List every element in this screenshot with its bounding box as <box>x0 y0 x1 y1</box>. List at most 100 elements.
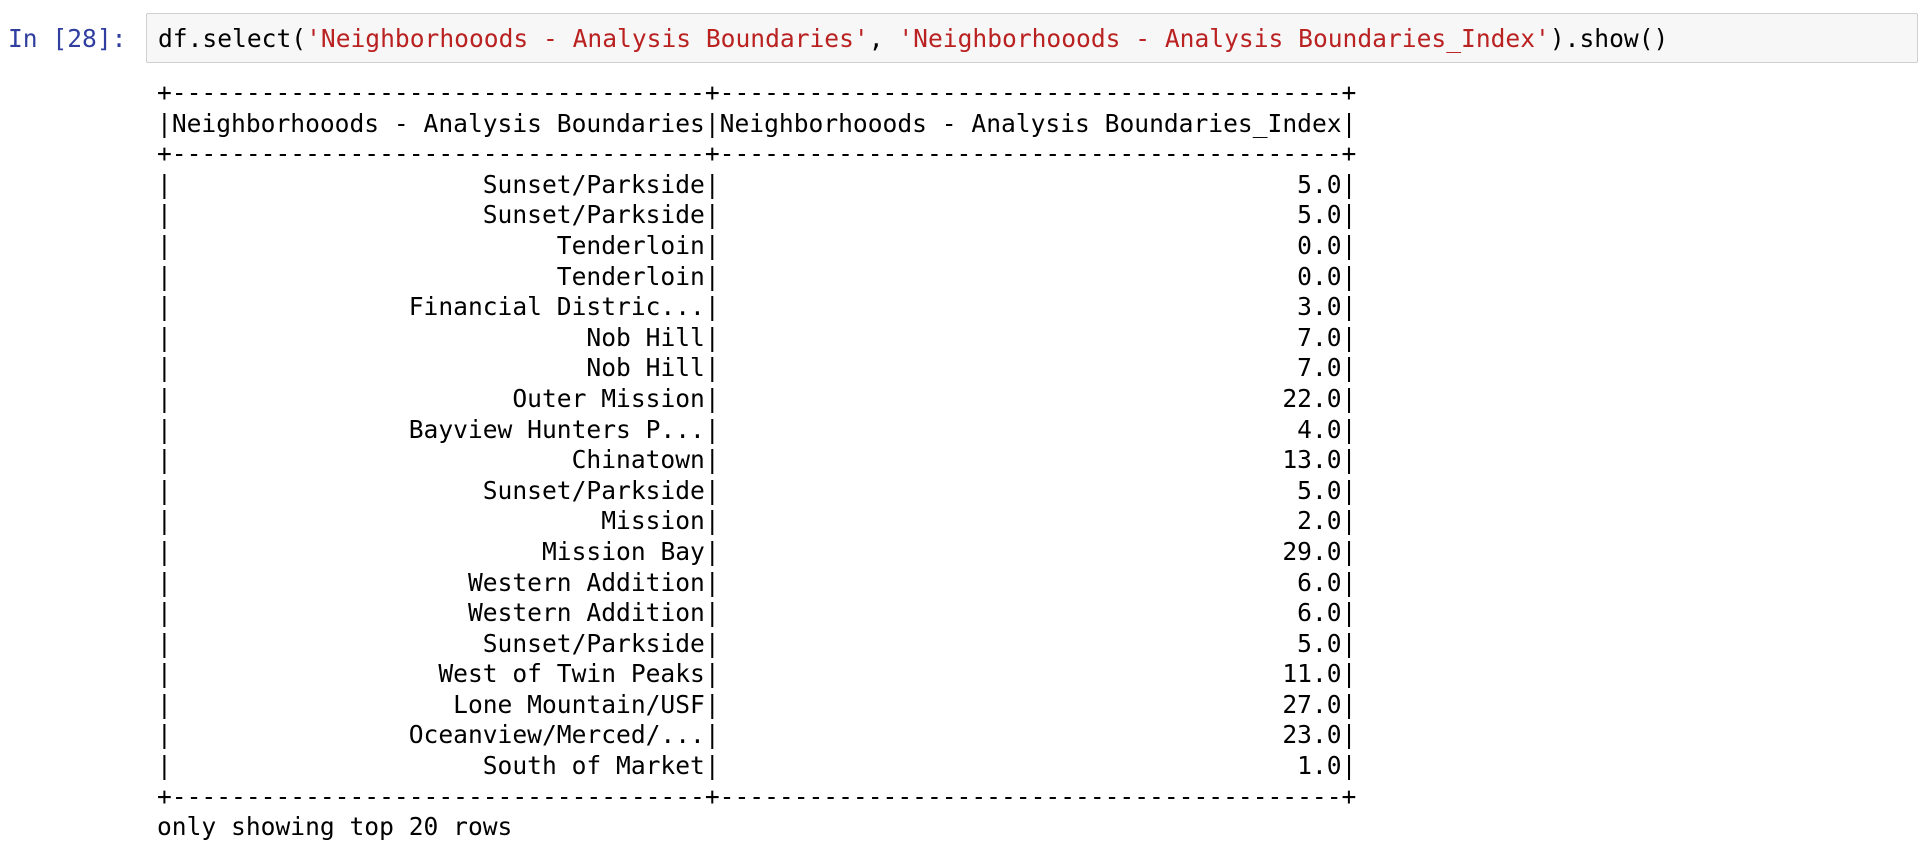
table-cell-index: 5.0 <box>1297 475 1342 505</box>
table-border-header: +------------------------------------+--… <box>157 139 1357 169</box>
table-cell-neighborhood: Financial Distric... <box>408 292 705 322</box>
table-pipe: | <box>1341 659 1357 689</box>
table-cell-index: 6.0 <box>1297 598 1342 628</box>
table-cell-neighborhood: Nob Hill <box>586 353 705 383</box>
code-string-arg-1: 'Neighborhooods - Analysis Boundaries' <box>306 24 869 53</box>
table-row: | Tenderloin| 0.0| <box>157 231 1356 262</box>
table-cell-neighborhood: Western Addition <box>467 567 705 597</box>
table-cell-index: 11.0 <box>1282 659 1342 689</box>
table-border-top: +------------------------------------+--… <box>157 78 1357 107</box>
table-pipe: | <box>704 628 1298 658</box>
table-pipe: | <box>1341 292 1357 322</box>
table-row: | Sunset/Parkside| 5.0| <box>157 170 1356 201</box>
table-pipe: | <box>704 659 1283 689</box>
table-pipe: | <box>704 353 1298 383</box>
table-pipe: | <box>1341 108 1357 138</box>
table-pipe: | <box>704 169 1298 199</box>
table-pipe: | <box>1341 169 1357 199</box>
code-separator: , <box>868 24 899 53</box>
table-pipe: | <box>704 445 1283 475</box>
table-pipe: | <box>157 200 483 230</box>
table-pipe: | <box>157 414 409 444</box>
column-header: Neighborhooods - Analysis Boundaries_Ind… <box>719 108 1342 138</box>
table-cell-neighborhood: Sunset/Parkside <box>482 200 705 230</box>
table-cell-neighborhood: Sunset/Parkside <box>482 475 705 505</box>
table-pipe: | <box>157 506 602 536</box>
table-row: | Oceanview/Merced/...| 23.0| <box>157 720 1356 751</box>
table-pipe: | <box>1341 322 1357 352</box>
table-cell-neighborhood: Mission <box>601 506 705 536</box>
table-pipe: | <box>157 169 483 199</box>
table-cell-neighborhood: Bayview Hunters P... <box>408 414 705 444</box>
table-cell-index: 29.0 <box>1282 536 1342 566</box>
table-pipe: | <box>1341 475 1357 505</box>
table-cell-index: 5.0 <box>1297 628 1342 658</box>
table-pipe: | <box>157 659 439 689</box>
table-header: |Neighborhooods - Analysis Boundaries|Ne… <box>157 109 1356 140</box>
table-row: | Sunset/Parkside| 5.0| <box>157 200 1356 231</box>
table-pipe: | <box>704 598 1298 628</box>
table-pipe: | <box>704 506 1298 536</box>
table-pipe: | <box>1341 414 1357 444</box>
table-cell-index: 5.0 <box>1297 169 1342 199</box>
table-row: | South of Market| 1.0| <box>157 751 1356 782</box>
table-pipe: | <box>1341 353 1357 383</box>
table-pipe: | <box>157 751 483 781</box>
code-call: df.select( <box>158 24 307 53</box>
code-line[interactable]: df.select('Neighborhooods - Analysis Bou… <box>158 24 1668 54</box>
table-pipe: | <box>1341 598 1357 628</box>
table-cell-index: 6.0 <box>1297 567 1342 597</box>
cell-prompt: In [28]: <box>8 24 127 53</box>
table-pipe: | <box>704 751 1298 781</box>
table-pipe: | <box>704 230 1298 260</box>
table-cell-index: 22.0 <box>1282 383 1342 413</box>
table-cell-neighborhood: Mission Bay <box>541 536 705 566</box>
table-pipe: | <box>157 475 483 505</box>
table-pipe: | <box>157 689 454 719</box>
table-row: | Western Addition| 6.0| <box>157 598 1356 629</box>
table-row: | Sunset/Parkside| 5.0| <box>157 629 1356 660</box>
table-cell-index: 0.0 <box>1297 261 1342 291</box>
table-pipe: | <box>157 230 557 260</box>
table-cell-index: 1.0 <box>1297 751 1342 781</box>
table-cell-index: 27.0 <box>1282 689 1342 719</box>
table-cell-index: 2.0 <box>1297 506 1342 536</box>
table-cell-neighborhood: West of Twin Peaks <box>438 659 705 689</box>
table-pipe: | <box>704 108 720 138</box>
table-pipe: | <box>704 261 1298 291</box>
table-cell-index: 4.0 <box>1297 414 1342 444</box>
table-cell-index: 0.0 <box>1297 230 1342 260</box>
table-pipe: | <box>704 689 1283 719</box>
table-row: | Tenderloin| 0.0| <box>157 262 1356 293</box>
table-pipe: | <box>704 536 1283 566</box>
table-pipe: | <box>157 598 468 628</box>
table-pipe: | <box>1341 383 1357 413</box>
table-pipe: | <box>157 445 572 475</box>
table-pipe: | <box>704 720 1283 750</box>
table-pipe: | <box>157 322 587 352</box>
table-pipe: | <box>157 628 483 658</box>
table-pipe: | <box>157 720 409 750</box>
table-pipe: | <box>704 292 1298 322</box>
table-row: | Sunset/Parkside| 5.0| <box>157 476 1356 507</box>
table-row: | Financial Distric...| 3.0| <box>157 292 1356 323</box>
output-footer: only showing top 20 rows <box>157 812 513 842</box>
code-input-area[interactable]: df.select('Neighborhooods - Analysis Bou… <box>146 13 1918 63</box>
table-row: | Nob Hill| 7.0| <box>157 323 1356 354</box>
table-pipe: | <box>1341 689 1357 719</box>
table-pipe: | <box>704 475 1298 505</box>
table-row: | Bayview Hunters P...| 4.0| <box>157 415 1356 446</box>
table-row: | Nob Hill| 7.0| <box>157 353 1356 384</box>
table-cell-index: 7.0 <box>1297 353 1342 383</box>
table-pipe: | <box>704 567 1298 597</box>
column-header: Neighborhooods - Analysis Boundaries <box>171 108 705 138</box>
table-row: | Chinatown| 13.0| <box>157 445 1356 476</box>
table-cell-neighborhood: Nob Hill <box>586 322 705 352</box>
table-row: | Mission| 2.0| <box>157 506 1356 537</box>
table-cell-neighborhood: South of Market <box>482 751 705 781</box>
table-cell-neighborhood: Sunset/Parkside <box>482 169 705 199</box>
table-pipe: | <box>1341 628 1357 658</box>
table-pipe: | <box>704 414 1298 444</box>
table-cell-index: 23.0 <box>1282 720 1342 750</box>
table-pipe: | <box>1341 720 1357 750</box>
